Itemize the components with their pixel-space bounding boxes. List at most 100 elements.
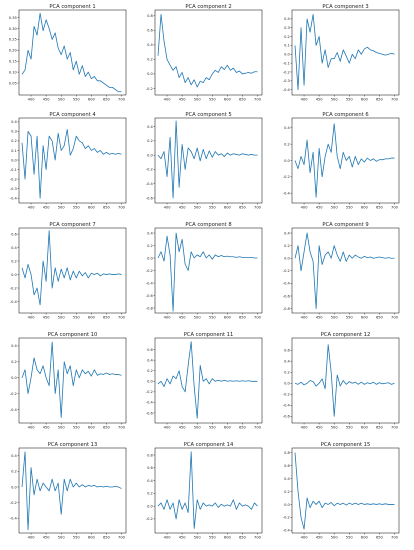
x-tick-label: 500 [331,205,339,209]
x-tick-label: 450 [179,425,187,429]
y-tick-label: -0.8 [283,307,291,311]
x-tick-label: 700 [391,425,399,429]
axes-frame [18,337,127,424]
x-tick-label: 400 [164,315,172,319]
x-tick-label: 550 [209,205,217,209]
x-tick-label: 400 [301,315,309,319]
y-tick-label: 0.2 [147,492,153,496]
pca-panel: PCA component 5 400 450 500 550 600 650 700 -0.6… [146,112,263,209]
x-tick-label: 600 [361,425,369,429]
y-tick-label: 0.0 [11,273,17,277]
x-tick-label: 600 [224,97,232,101]
y-tick-label: 0.6 [284,348,290,352]
x-tick-label: 550 [73,97,81,101]
x-tick-label: 600 [224,425,232,429]
x-tick-label: 550 [346,205,354,209]
y-tick-label: 0.2 [147,244,153,248]
panel-title: PCA component 7 [49,222,95,228]
x-tick-label: 450 [43,425,51,429]
series-line [157,120,258,199]
x-tick-label: 450 [316,205,324,209]
x-tick-label: 550 [209,535,217,539]
pca-panel: PCA component 10 400 450 500 550 600 650 700 -0.… [10,332,127,429]
pca-panel: PCA component 7 400 450 500 550 600 650 700 -0.4… [10,222,127,319]
x-tick-label: 700 [118,535,126,539]
x-tick-label: 500 [58,315,66,319]
series-line [157,232,258,312]
x-tick-label: 700 [118,425,126,429]
x-tick-label: 450 [316,425,324,429]
series-line [157,13,258,88]
x-tick-label: 550 [346,315,354,319]
x-tick-label: 400 [164,97,172,101]
x-tick-label: 500 [331,425,339,429]
x-tick-label: 500 [331,315,339,319]
x-tick-label: 650 [239,97,247,101]
y-tick-label: -0.2 [146,269,153,273]
y-tick-label: 0.0 [284,382,290,386]
x-tick-label: 400 [28,425,36,429]
x-tick-label: 650 [376,535,384,539]
x-tick-label: 500 [194,205,202,209]
x-tick-label: 600 [361,315,369,319]
x-tick-label: 700 [254,425,262,429]
y-tick-label: 0.2 [284,35,290,39]
x-tick-label: 600 [88,97,96,101]
y-tick-label: -0.4 [10,408,18,412]
y-tick-label: 0.3 [11,130,17,134]
series-line [157,341,258,419]
y-tick-label: 0.8 [147,14,153,18]
axes-frame [154,117,263,204]
x-tick-label: 400 [164,205,172,209]
x-tick-label: 450 [43,205,51,209]
x-tick-label: 700 [118,97,126,101]
series-line [21,230,122,306]
pca-panel: PCA component 3 400 450 500 550 600 650 700 -0.4… [283,4,400,101]
x-tick-label: 700 [391,205,399,209]
axes-frame [18,447,127,534]
y-tick-label: 0.4 [11,246,17,250]
y-tick-label: -0.6 [146,196,154,200]
x-tick-label: 450 [43,535,51,539]
x-tick-label: 500 [331,97,339,101]
pca-panel: PCA component 12 400 450 500 550 600 650 700 -0.… [283,332,400,429]
x-tick-label: 400 [28,535,36,539]
y-tick-label: 0.2 [147,139,153,143]
x-tick-label: 450 [179,315,187,319]
x-tick-label: 650 [376,205,384,209]
x-tick-label: 550 [346,97,354,101]
pca-panel: PCA component 4 400 450 500 550 600 650 700 -0.4… [10,112,127,209]
y-tick-label: 0.0 [147,504,153,508]
x-tick-label: 500 [58,97,66,101]
axes-frame [291,9,400,96]
x-tick-label: 400 [28,205,36,209]
y-tick-label: 0.4 [147,479,153,483]
y-tick-label: -0.2 [10,286,17,290]
x-tick-label: 700 [254,97,262,101]
x-tick-label: 500 [331,535,339,539]
x-tick-label: 650 [239,535,247,539]
panel-title: PCA component 2 [185,4,231,10]
y-tick-label: 0.15 [9,60,17,64]
axes-frame [291,447,400,534]
x-tick-label: 550 [73,205,81,209]
x-tick-label: 450 [179,535,187,539]
pca-panel: PCA component 15 400 450 500 550 600 650 700 -0.… [283,442,400,539]
x-tick-label: 450 [43,315,51,319]
y-tick-label: -0.1 [10,168,17,172]
y-tick-label: 0.0 [147,153,153,157]
y-tick-label: -0.2 [146,168,153,172]
y-tick-label: 0.10 [9,70,18,74]
y-tick-label: 0.6 [147,466,153,470]
y-tick-label: -0.4 [146,182,154,186]
y-tick-label: 0.2 [284,244,290,248]
panel-title: PCA component 14 [184,442,234,448]
x-tick-label: 500 [58,205,66,209]
x-tick-label: 400 [301,97,309,101]
y-tick-label: 0.0 [147,72,153,76]
y-tick-label: -0.4 [283,404,291,408]
panel-title: PCA component 4 [49,112,96,118]
series-line [21,129,122,199]
x-tick-label: 650 [376,315,384,319]
